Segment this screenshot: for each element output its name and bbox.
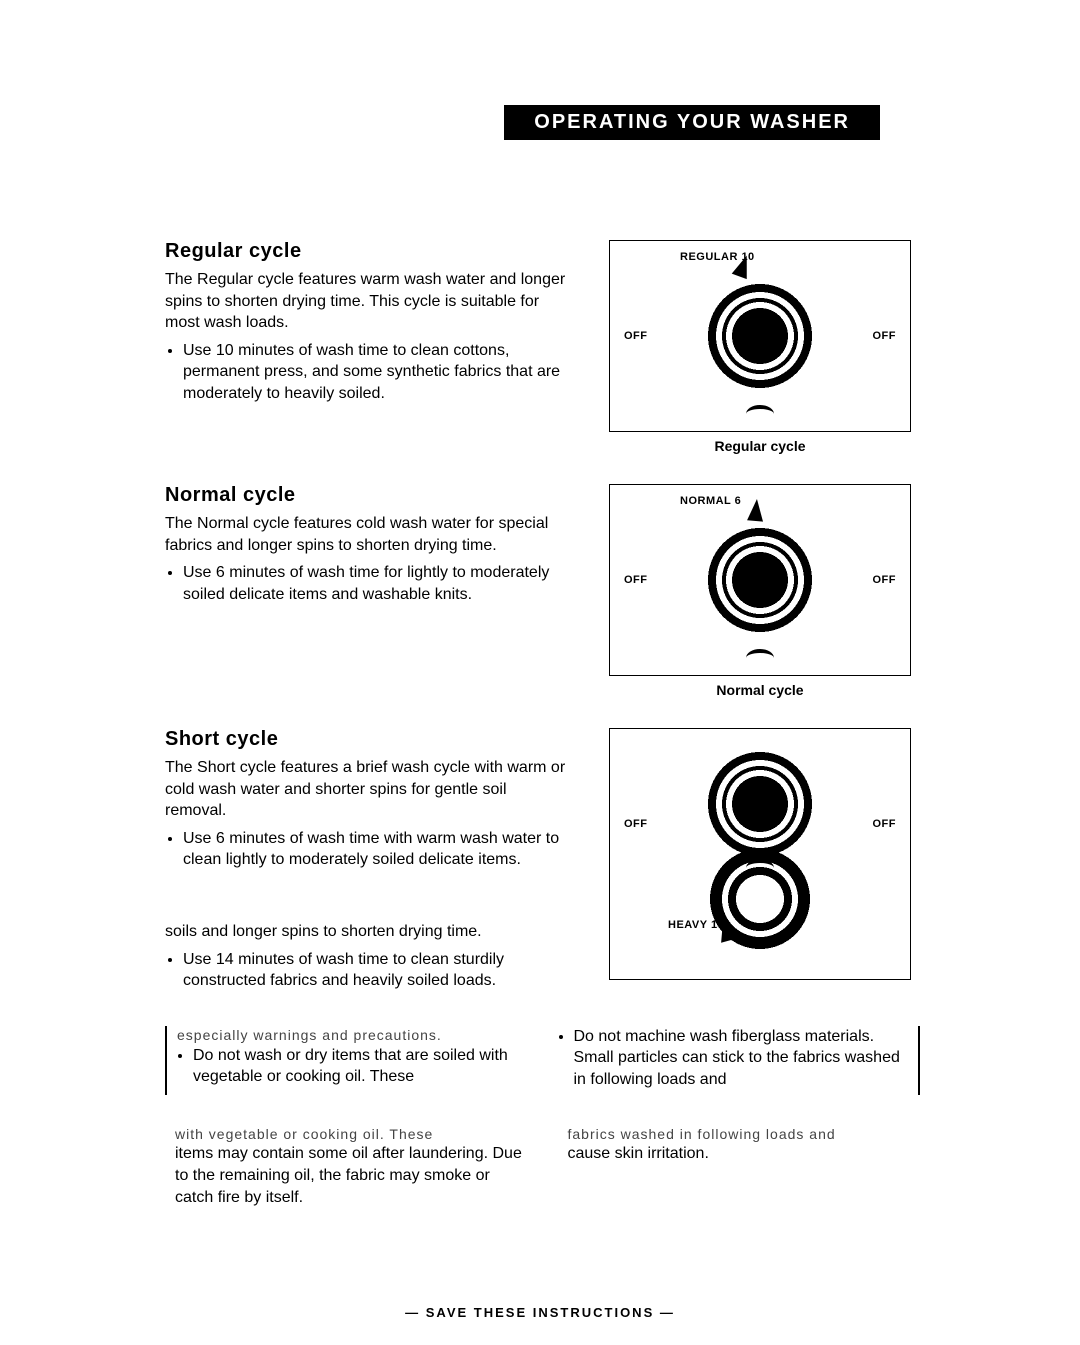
- warning-right2-text: cause skin irritation.: [568, 1143, 921, 1165]
- regular-title: Regular cycle: [165, 240, 570, 263]
- short-title: Short cycle: [165, 728, 570, 751]
- normal-dial-box: NORMAL 6 OFF OFF: [609, 484, 911, 676]
- regular-list: Use 10 minutes of wash time to clean cot…: [165, 340, 570, 405]
- warning-left2-text: items may contain some oil after launder…: [175, 1143, 528, 1208]
- warning-left-1: especially warnings and precautions. Do …: [165, 1026, 528, 1095]
- warning-left1-text: Do not wash or dry items that are soiled…: [193, 1045, 528, 1088]
- warning-row-1: especially warnings and precautions. Do …: [165, 1026, 920, 1095]
- off-left-label: OFF: [624, 330, 648, 342]
- normal-caption: Normal cycle: [600, 682, 920, 698]
- off-left-label: OFF: [624, 574, 648, 586]
- cutoff-text: fabrics washed in following loads and: [568, 1125, 921, 1144]
- regular-bullet: Use 10 minutes of wash time to clean cot…: [183, 340, 570, 405]
- normal-bullet: Use 6 minutes of wash time for lightly t…: [183, 562, 570, 605]
- short-list2: Use 14 minutes of wash time to clean stu…: [165, 949, 570, 992]
- warning-right1-text: Do not machine wash fiberglass materials…: [574, 1026, 909, 1091]
- regular-dial-box: REGULAR 10 OFF OFF: [609, 240, 911, 432]
- short-list: Use 6 minutes of wash time with warm was…: [165, 828, 570, 871]
- warning-row-2: with vegetable or cooking oil. These ite…: [165, 1125, 920, 1209]
- cutoff-text: with vegetable or cooking oil. These: [175, 1125, 528, 1144]
- normal-figure: NORMAL 6 OFF OFF Normal cycle: [600, 484, 920, 698]
- section-short: Short cycle The Short cycle features a b…: [165, 728, 920, 996]
- normal-title: Normal cycle: [165, 484, 570, 507]
- content: Regular cycle The Regular cycle features…: [165, 240, 920, 1208]
- regular-desc: The Regular cycle features warm wash wat…: [165, 269, 570, 334]
- short-figure: OFF OFF HEAVY 14: [600, 728, 920, 996]
- warning-left-2: with vegetable or cooking oil. These ite…: [165, 1125, 528, 1209]
- cutoff-text: especially warnings and precautions.: [177, 1026, 528, 1045]
- normal-text: Normal cycle The Normal cycle features c…: [165, 484, 570, 698]
- off-right-label: OFF: [873, 330, 897, 342]
- short-text: Short cycle The Short cycle features a b…: [165, 728, 570, 996]
- off-right-label: OFF: [873, 574, 897, 586]
- short-desc: The Short cycle features a brief wash cy…: [165, 757, 570, 822]
- dial-pointer-icon: [747, 498, 765, 521]
- short-dial-box: OFF OFF HEAVY 14: [609, 728, 911, 980]
- swoosh-icon: [746, 405, 774, 423]
- warning-right-2: fabrics washed in following loads and ca…: [558, 1125, 921, 1209]
- section-normal: Normal cycle The Normal cycle features c…: [165, 484, 920, 698]
- dial-icon: [700, 276, 820, 396]
- swoosh-icon: [746, 649, 774, 667]
- short-bullet: Use 6 minutes of wash time with warm was…: [183, 828, 570, 871]
- warning-right-1: Do not machine wash fiberglass materials…: [558, 1026, 921, 1095]
- off-left-label: OFF: [624, 818, 648, 830]
- header-bar: OPERATING YOUR WASHER: [504, 105, 880, 140]
- normal-list: Use 6 minutes of wash time for lightly t…: [165, 562, 570, 605]
- footer: — SAVE THESE INSTRUCTIONS —: [0, 1305, 1080, 1320]
- dial-icon: [700, 520, 820, 640]
- page: OPERATING YOUR WASHER Regular cycle The …: [0, 0, 1080, 1345]
- regular-caption: Regular cycle: [600, 438, 920, 454]
- normal-desc: The Normal cycle features cold wash wate…: [165, 513, 570, 556]
- section-regular: Regular cycle The Regular cycle features…: [165, 240, 920, 454]
- normal-dial-label: NORMAL 6: [680, 495, 741, 507]
- swoosh-icon: [746, 859, 774, 877]
- regular-text: Regular cycle The Regular cycle features…: [165, 240, 570, 454]
- short-extra1: soils and longer spins to shorten drying…: [165, 921, 570, 943]
- off-right-label: OFF: [873, 818, 897, 830]
- short-extra2: Use 14 minutes of wash time to clean stu…: [183, 949, 570, 992]
- regular-figure: REGULAR 10 OFF OFF Regular cycle: [600, 240, 920, 454]
